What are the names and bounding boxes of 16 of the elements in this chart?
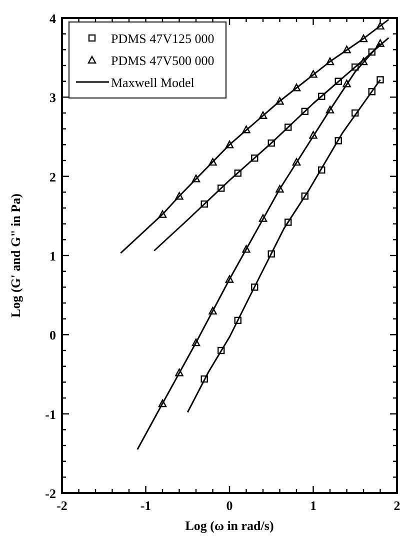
x-tick-label: 2 [394, 498, 400, 513]
x-tick-label: -1 [140, 498, 152, 513]
y-tick-label: 2 [50, 169, 56, 184]
y-tick-label: 4 [50, 11, 56, 26]
legend-label: PDMS 47V500 000 [111, 53, 214, 68]
y-axis-title: Log (G' and G" in Pa) [8, 194, 23, 318]
x-tick-label: 1 [310, 498, 316, 513]
legend-label: PDMS 47V125 000 [111, 31, 214, 46]
x-tick-label: 0 [226, 498, 233, 513]
y-tick-label: 3 [50, 90, 56, 106]
legend-label: Maxwell Model [111, 75, 195, 90]
x-axis-title: Log (ω in rad/s) [185, 518, 274, 533]
y-tick-label: -2 [45, 486, 56, 501]
y-tick-label: -1 [45, 406, 56, 422]
y-tick-label: 1 [50, 248, 56, 264]
y-tick-label: 0 [50, 328, 56, 343]
